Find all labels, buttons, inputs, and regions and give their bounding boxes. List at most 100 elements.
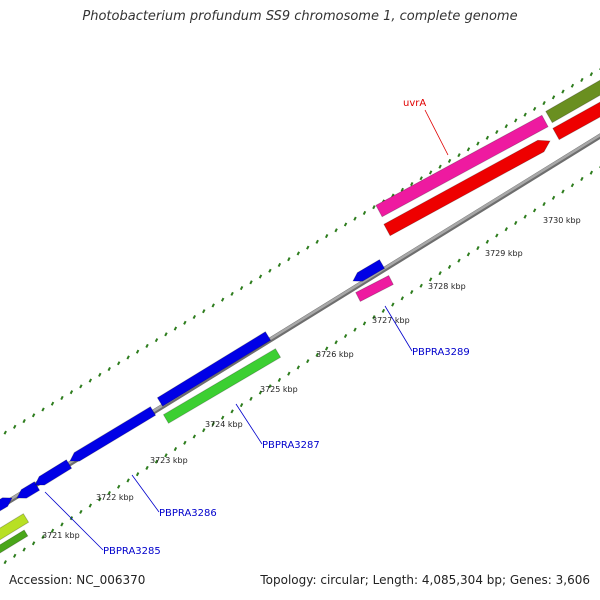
tick-dot [249,396,253,401]
tick-dot [476,246,480,251]
tick-dot [69,390,74,395]
tick-label: 3724 kbp [205,420,243,429]
tick-dot [400,187,404,192]
tick-dot [126,478,130,483]
gene-label-pbpra3287[interactable]: PBPRA3287 [262,440,320,451]
tick-dot [381,308,386,313]
tick-dot [514,220,518,225]
gene-label-uvra[interactable]: uvrA [403,98,426,109]
tick-dot [164,332,168,337]
tick-dot [268,384,272,389]
tick-dot [98,497,102,502]
gene-arrow[interactable] [156,331,272,407]
tick-dot [202,428,206,433]
tick-label: 3729 kbp [485,249,523,258]
gene-label-pbpra3285[interactable]: PBPRA3285 [103,546,161,557]
tick-dot [372,315,376,320]
tick-dot [296,251,300,256]
gene-arrow[interactable] [69,406,157,462]
gene-label-pbpra3289[interactable]: PBPRA3289 [412,347,470,358]
tick-dot [570,183,575,188]
tick-dot [183,320,187,325]
tick-dot [41,407,45,412]
tick-label: 3723 kbp [150,456,188,465]
tick-dot [353,327,357,332]
gene-arrow[interactable] [0,513,30,545]
tick-dot [154,459,159,464]
gene-arrow[interactable] [355,275,394,302]
tick-dot [135,349,140,354]
tick-dot [570,83,575,88]
tick-dot [50,528,55,533]
gene-labels: PBPRA3285 PBPRA3286 PBPRA3287 PBPRA3289 uvrA [44,98,470,557]
tick-dot [60,395,64,400]
tick-dot [476,141,480,146]
leader-line [131,474,160,513]
gene-arrow[interactable] [383,139,551,237]
gene-arrow[interactable] [16,481,41,499]
tick-dot [3,560,7,565]
gene-label-pbpra3286[interactable]: PBPRA3286 [159,508,217,519]
leader-line [424,109,449,156]
tick-dot [551,95,556,100]
tick-dot [88,503,93,508]
tick-dot [532,208,537,213]
tick-dot [79,384,83,389]
tick-dot [258,390,263,395]
tick-dot [362,210,367,215]
outer-tick-ring [3,67,600,435]
accession-text: Accession: NC_006370 [9,573,146,587]
tick-dot [22,419,26,424]
leader-line [384,305,413,352]
tick-dot [495,233,499,238]
tick-dot [542,101,546,106]
tick-dot [50,401,55,406]
gene-arrow[interactable] [545,76,600,124]
tick-dot [22,547,26,552]
tick-dot [116,484,121,489]
tick-dot [230,409,234,414]
tick-dot [13,553,17,558]
map-title: Photobacterium profundum SS9 chromosome … [82,9,518,24]
gene-arrow[interactable] [34,459,73,486]
gene-arrow[interactable] [352,259,386,282]
tick-dot [296,365,300,370]
tick-dot [239,403,244,408]
tick-dot [561,189,565,194]
tick-dot [523,214,527,219]
tick-dot-rings [3,67,600,565]
tick-dot [343,333,348,339]
gene-arrow-uvrA[interactable] [375,114,549,218]
tick-dot [315,239,319,244]
tick-dot [230,291,234,296]
tick-dot [514,118,518,123]
genome-summary-text: Topology: circular; Length: 4,085,304 bp… [260,573,590,587]
tick-dot [457,258,461,263]
tick-dot [287,257,291,262]
tick-dot [438,271,442,276]
tick-dot [277,262,282,268]
tick-dot [211,421,215,426]
tick-dot [372,205,376,210]
tick-dot [41,534,45,540]
gene-arrow[interactable] [162,348,282,424]
tick-dot [183,440,187,445]
tick-dot [419,176,423,181]
gene-arrow[interactable] [0,497,13,516]
gene-arrow[interactable] [0,529,29,558]
tick-dot [31,541,36,546]
gene-arrow[interactable] [552,98,600,141]
tick-dot [60,522,64,527]
tick-dot [220,415,225,420]
tick-dot [523,112,527,117]
tick-dot [239,286,244,291]
tick-dot [306,245,310,250]
tick-dot [145,465,149,470]
tick-dot [447,264,452,269]
tick-labels: 3721 kbp 3722 kbp 3723 kbp 3724 kbp 3725 kbp… [42,216,581,540]
tick-dot [495,129,499,135]
tick-dot [107,366,111,372]
tick-dot [306,359,310,364]
